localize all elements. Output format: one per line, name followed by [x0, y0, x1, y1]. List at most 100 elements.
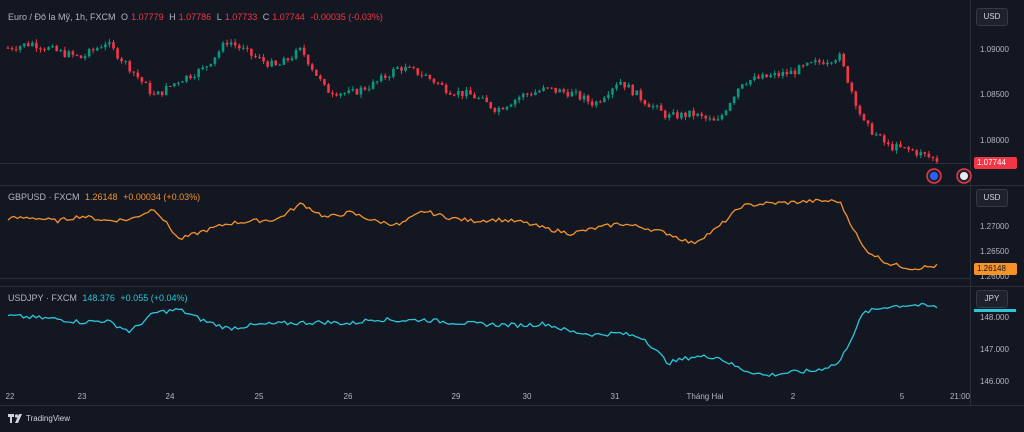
candle-body — [290, 58, 294, 61]
candle-body — [160, 91, 164, 95]
candle-body — [538, 90, 541, 93]
candle-body — [485, 97, 488, 103]
candle-body — [100, 47, 103, 49]
candle-body — [813, 60, 817, 63]
candle-body — [148, 83, 152, 94]
candle-body — [343, 92, 347, 94]
y-tick-label: 1.26500 — [980, 247, 1009, 256]
eurusd-last-price-tag: 1.07744 — [974, 157, 1017, 169]
candle-body — [432, 78, 436, 83]
candle-body — [22, 43, 26, 47]
y-tick-label: 1.27000 — [980, 222, 1009, 231]
candle-body — [915, 150, 919, 156]
eurusd-legend[interactable]: Euro / Đô la Mỹ, 1h, FXCM O 1.07779 H 1.07… — [8, 12, 386, 22]
candle-body — [680, 112, 683, 119]
candle-body — [497, 108, 501, 112]
candle-body — [838, 53, 841, 61]
candle-body — [278, 64, 282, 66]
candle-body — [452, 94, 456, 96]
candle-body — [720, 114, 724, 120]
eu-flag-icon — [930, 172, 938, 180]
jpy-line-path — [7, 302, 938, 378]
candle-body — [448, 92, 452, 95]
candle-body — [319, 75, 322, 80]
candle-body — [310, 64, 314, 70]
candle-body — [639, 90, 643, 101]
branding-text: TradingView — [26, 414, 71, 423]
candle-body — [704, 115, 708, 119]
gbpusd-last: 1.26148 — [85, 192, 118, 202]
candle-body — [136, 72, 140, 78]
pane-dividers — [0, 0, 1024, 406]
usdjpy-change: +0.055 (+0.04%) — [120, 293, 188, 303]
candle-body — [842, 53, 845, 67]
y-tick-label: 1.26000 — [980, 272, 1009, 281]
candle-body — [47, 47, 50, 50]
candle-body — [156, 91, 160, 95]
candle-body — [501, 108, 505, 110]
candle-body — [887, 142, 890, 145]
candle-body — [262, 57, 265, 62]
candle-body — [363, 87, 367, 90]
candle-body — [339, 93, 342, 96]
candle-body — [335, 94, 338, 96]
candle-body — [509, 104, 513, 107]
candle-body — [246, 47, 249, 49]
candle-body — [521, 93, 525, 98]
candle-body — [95, 48, 99, 51]
gbpusd-currency-button[interactable]: USD — [976, 189, 1008, 207]
candle-body — [866, 120, 870, 124]
candle-body — [420, 74, 424, 76]
candle-body — [830, 62, 833, 64]
y-tick-label: 147.000 — [980, 345, 1009, 354]
candle-body — [233, 42, 237, 46]
candle-body — [91, 49, 95, 51]
candle-body — [315, 69, 318, 76]
usdjpy-legend[interactable]: USDJPY · FXCM 148.376 +0.055 (+0.04%) — [8, 293, 190, 303]
y-tick-label: 1.09000 — [980, 45, 1009, 54]
candle-body — [59, 50, 63, 52]
candle-body — [444, 84, 448, 93]
candle-body — [164, 85, 168, 95]
candle-body — [120, 58, 123, 62]
candle-body — [550, 87, 553, 89]
candle-body — [71, 51, 75, 55]
candle-body — [777, 73, 781, 76]
candle-body — [590, 101, 594, 106]
y-tick-label: 148.000 — [980, 313, 1009, 322]
candle-body — [181, 81, 184, 83]
candle-body — [631, 84, 635, 96]
eurusd-change: -0.00035 (-0.03%) — [310, 12, 383, 22]
candle-body — [274, 60, 278, 66]
candle-body — [736, 88, 740, 97]
candle-body — [351, 89, 355, 91]
candle-body — [168, 85, 172, 87]
candle-body — [128, 61, 132, 72]
candle-body — [582, 95, 586, 100]
candle-body — [424, 74, 428, 76]
candle-body — [850, 82, 854, 92]
candle-body — [250, 48, 253, 56]
candle-body — [63, 50, 67, 58]
candle-body — [809, 62, 813, 64]
eurusd-currency-button[interactable]: USD — [976, 8, 1008, 26]
candle-body — [899, 144, 902, 148]
event-markers[interactable] — [926, 168, 972, 184]
candle-body — [469, 90, 472, 95]
candle-body — [931, 156, 935, 158]
candle-body — [740, 84, 744, 89]
tradingview-branding[interactable]: TradingView — [8, 414, 70, 423]
gbpusd-legend[interactable]: GBPUSD · FXCM 1.26148 +0.00034 (+0.03%) — [8, 192, 203, 202]
candle-body — [75, 54, 79, 56]
candle-body — [517, 97, 521, 100]
candle-body — [753, 76, 756, 81]
usdjpy-currency-button[interactable]: JPY — [976, 290, 1008, 308]
candle-body — [436, 82, 440, 84]
candle-body — [229, 42, 233, 45]
candle-body — [781, 71, 785, 76]
candle-body — [383, 75, 387, 78]
candle-body — [6, 47, 10, 49]
candle-body — [903, 147, 906, 149]
candle-body — [347, 90, 351, 93]
